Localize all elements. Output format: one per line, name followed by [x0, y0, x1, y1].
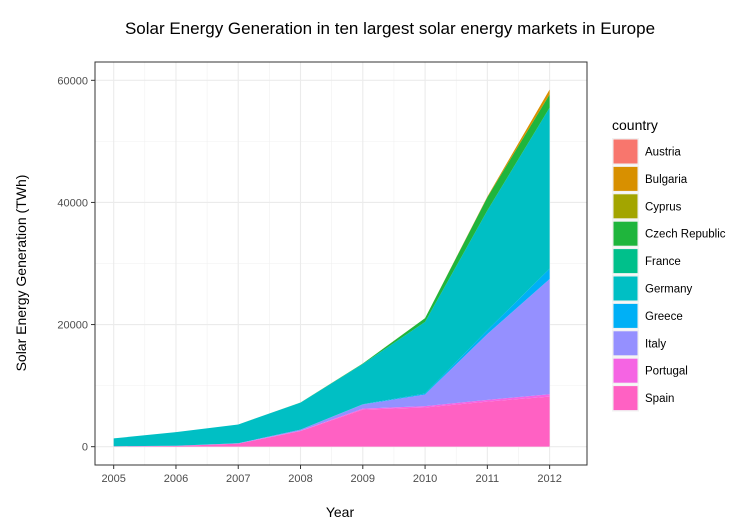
legend-label: Bulgaria: [645, 174, 688, 186]
plot-border: [94, 61, 588, 466]
y-axis: 0 20000 40000 60000: [57, 75, 95, 454]
legend-label: Germany: [645, 284, 693, 296]
legend-swatch: [613, 194, 638, 219]
x-tick-label: 2012: [537, 473, 561, 485]
legend-label: Italy: [645, 338, 666, 350]
legend-label: Greece: [645, 311, 683, 323]
y-tick-label: 20000: [57, 320, 88, 332]
area-portugal: [113, 394, 550, 447]
area-greece: [113, 268, 550, 447]
legend-swatch: [613, 331, 638, 356]
legend-swatch: [613, 386, 638, 411]
legend-swatch: [613, 249, 638, 274]
legend-item: Germany: [612, 275, 693, 302]
area-germany: [113, 107, 550, 447]
chart-title: Solar Energy Generation in ten largest s…: [125, 19, 655, 38]
legend-swatch: [613, 166, 638, 191]
legend-swatch: [613, 276, 638, 301]
legend-swatch: [613, 303, 638, 328]
x-tick-label: 2005: [101, 473, 125, 485]
x-tick-label: 2007: [226, 473, 250, 485]
legend-label: France: [645, 256, 681, 268]
area-spain: [113, 396, 550, 447]
x-axis: 2005 2006 2007 2008 2009 2010 2011 2012: [101, 465, 562, 485]
legend-swatch: [613, 221, 638, 246]
area-italy: [113, 279, 550, 447]
y-axis-title: Solar Energy Generation (TWh): [13, 175, 29, 372]
legend: country Austria Bulgaria Cyprus Czech Repub…: [612, 117, 726, 412]
legend-item: Bulgaria: [612, 165, 688, 193]
legend-label: Czech Republic: [645, 229, 726, 241]
legend-label: Austria: [645, 147, 681, 159]
x-tick-label: 2011: [476, 473, 500, 485]
x-tick-label: 2009: [351, 473, 375, 485]
x-tick-label: 2010: [413, 473, 437, 485]
legend-item: France: [612, 247, 681, 275]
legend-title: country: [612, 117, 658, 133]
y-tick-label: 40000: [57, 197, 88, 209]
legend-item: Austria: [612, 138, 681, 165]
legend-swatch: [613, 358, 638, 383]
x-axis-title: Year: [326, 504, 355, 520]
legend-label: Spain: [645, 393, 674, 405]
legend-item: Greece: [612, 302, 683, 330]
x-tick-label: 2008: [288, 473, 312, 485]
legend-item: Czech Republic: [612, 220, 726, 248]
y-tick-label: 60000: [57, 75, 88, 87]
y-tick-label: 0: [82, 442, 88, 454]
legend-item: Portugal: [612, 357, 688, 385]
legend-item: Cyprus: [612, 192, 682, 220]
legend-label: Portugal: [645, 366, 688, 378]
plot-panel: [94, 61, 588, 466]
legend-item: Spain: [612, 384, 674, 412]
legend-swatch: [613, 139, 638, 164]
x-tick-label: 2006: [164, 473, 188, 485]
legend-label: Cyprus: [645, 201, 682, 213]
legend-item: Italy: [612, 329, 666, 357]
